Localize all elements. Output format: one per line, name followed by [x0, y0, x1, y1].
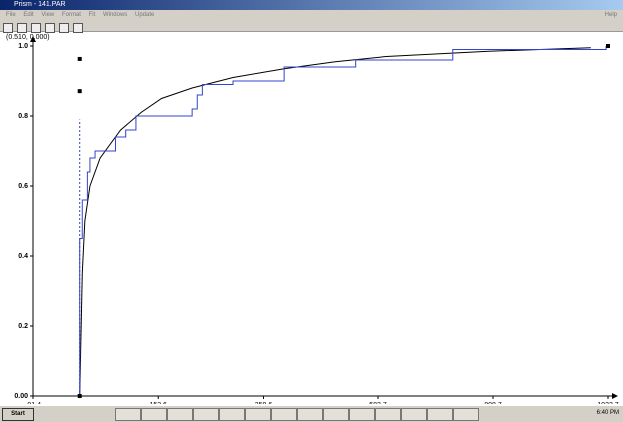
menu-bar: File Edit View Format Fit Windows Update…: [0, 10, 623, 20]
task-button[interactable]: [401, 408, 427, 421]
menu-item[interactable]: Fit: [88, 12, 96, 18]
menu-item[interactable]: File: [6, 12, 16, 18]
x-tick-label: 1033.7: [597, 402, 619, 404]
taskbar: Start 6:40 PM: [0, 405, 623, 422]
tool-button[interactable]: [45, 23, 55, 33]
tool-button[interactable]: [31, 23, 41, 33]
task-button[interactable]: [453, 408, 479, 421]
x-tick-label: 583.7: [369, 402, 387, 404]
menu-item[interactable]: Windows: [102, 12, 128, 18]
window-title: Prism - 141.PAR: [14, 1, 66, 8]
y-tick-label: 0.4: [18, 253, 28, 260]
data-point: [77, 89, 82, 94]
menu-item[interactable]: Edit: [23, 12, 34, 18]
title-bar: Prism - 141.PAR: [0, 0, 623, 10]
task-button[interactable]: [245, 408, 271, 421]
x-tick-label: 808.7: [484, 402, 502, 404]
x-tick-label: 359.6: [255, 402, 273, 404]
task-button[interactable]: [141, 408, 167, 421]
tool-button[interactable]: [59, 23, 69, 33]
menu-item[interactable]: Format: [61, 12, 81, 18]
y-tick-label: 1.0: [18, 43, 28, 50]
x-arrow: [612, 393, 618, 399]
tool-button[interactable]: [17, 23, 27, 33]
annotation: (0.510, 0.000): [6, 34, 50, 41]
task-button[interactable]: [323, 408, 349, 421]
task-button[interactable]: [271, 408, 297, 421]
task-button[interactable]: [193, 408, 219, 421]
data-line: [79, 47, 591, 397]
clock: 6:40 PM: [596, 410, 619, 416]
tool-button[interactable]: [3, 23, 13, 33]
task-button[interactable]: [427, 408, 453, 421]
task-button[interactable]: [375, 408, 401, 421]
task-button[interactable]: [349, 408, 375, 421]
y-tick-label: 0.00: [14, 393, 28, 400]
data-line: [79, 46, 607, 396]
y-tick-label: 0.6: [18, 183, 28, 190]
menu-item[interactable]: Update: [134, 12, 155, 18]
chart: (0.510, 0.000) 0.00 0.2 0.4 0.6 0.8 1.0 -91.4 1…: [6, 34, 619, 404]
y-arrow: [30, 36, 36, 42]
toolbar: [0, 20, 623, 33]
data-point: [77, 394, 82, 398]
data-point: [77, 56, 82, 61]
task-button[interactable]: [219, 408, 245, 421]
menu-item[interactable]: Help: [604, 12, 617, 18]
y-tick-label: 0.2: [18, 323, 28, 330]
data-point: [606, 44, 610, 48]
x-tick-label: 153.6: [149, 402, 167, 404]
task-button[interactable]: [167, 408, 193, 421]
tool-button[interactable]: [73, 23, 83, 33]
menu-item[interactable]: View: [41, 12, 55, 18]
y-tick-label: 0.8: [18, 113, 28, 120]
task-button[interactable]: [115, 408, 141, 421]
task-button[interactable]: [297, 408, 323, 421]
x-tick-label: -91.4: [25, 402, 41, 404]
start-button[interactable]: Start: [2, 408, 34, 421]
